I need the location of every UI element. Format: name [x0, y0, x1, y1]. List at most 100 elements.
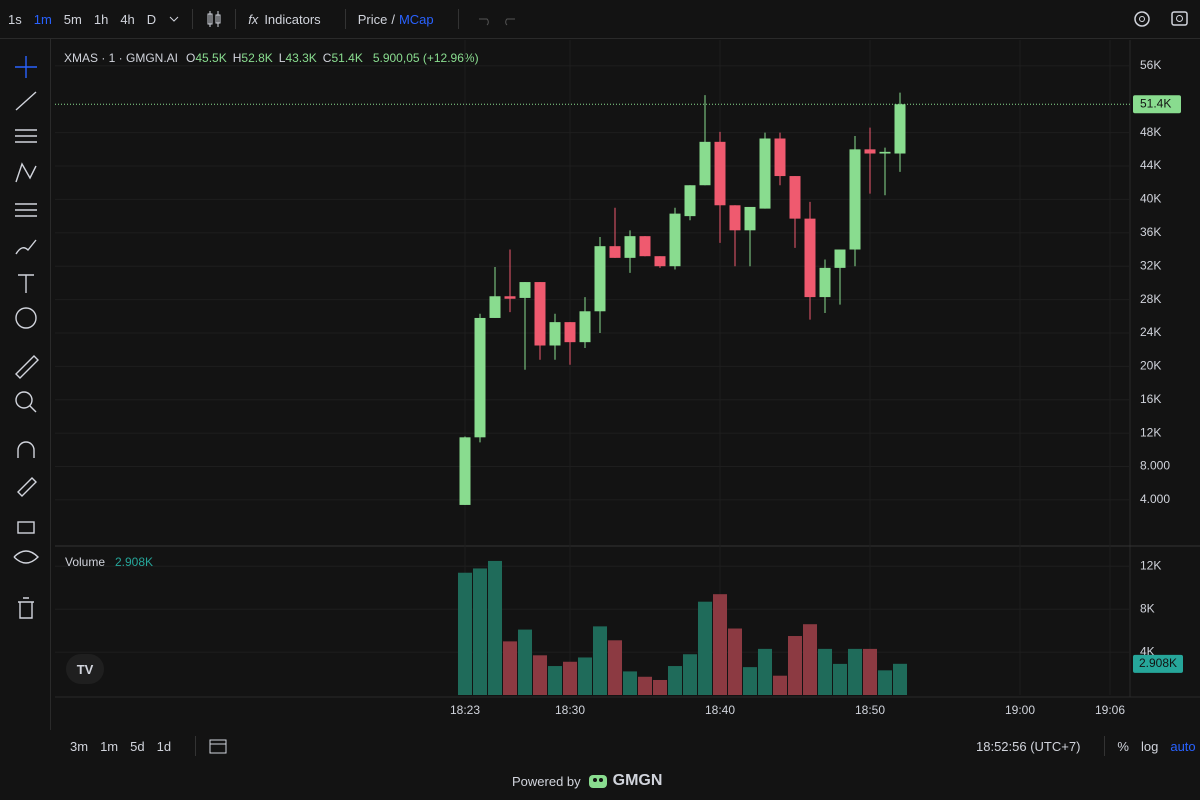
range[interactable]: 3m	[70, 738, 89, 754]
volume-legend-value: 2.908K	[115, 555, 153, 569]
y-tick-label: 48K	[1140, 125, 1161, 139]
candle-body	[564, 322, 576, 343]
volume-bar	[863, 648, 877, 695]
candle-body	[504, 296, 516, 299]
candle-body	[714, 141, 726, 206]
volume-bar	[503, 641, 517, 695]
range[interactable]: 5d	[130, 738, 145, 754]
candle-body	[624, 236, 636, 258]
clock: 18:52:56 (UTC+7)	[976, 738, 1081, 754]
y-tick-label: 44K	[1140, 158, 1161, 172]
last-price-badge	[1133, 95, 1181, 114]
candle-body	[864, 149, 876, 154]
x-tick-label: 18:23	[450, 703, 480, 717]
volume-bar	[743, 667, 757, 695]
auto-toggle[interactable]: auto	[1170, 738, 1196, 754]
y-tick-label: 8K	[1140, 601, 1155, 615]
ohlc-value: 45.5K	[195, 51, 227, 65]
volume-bar	[473, 568, 487, 695]
candle-body	[534, 282, 546, 346]
candle-body	[744, 206, 756, 231]
separator	[457, 9, 459, 29]
y-tick-label: 36K	[1140, 225, 1161, 239]
y-tick-label: 16K	[1140, 392, 1161, 406]
candle-body	[654, 256, 666, 267]
volume-legend-name: Volume	[65, 555, 105, 569]
x-tick-label: 18:50	[855, 703, 885, 717]
candle-body	[669, 213, 681, 267]
volume-bar	[773, 675, 787, 695]
ohlc-key: O	[186, 51, 196, 65]
x-tick-label: 18:30	[555, 703, 585, 717]
volume-bar	[578, 657, 592, 695]
candle-body	[789, 176, 801, 219]
y-tick-label: 8.000	[1140, 459, 1170, 473]
candle-body	[549, 322, 561, 346]
fx-icon: fx	[248, 11, 259, 27]
interval[interactable]: D	[146, 11, 157, 27]
volume-bar	[788, 636, 802, 695]
range[interactable]: 1m	[100, 738, 119, 754]
top-toolbar: 1s 1m 5m 1h 4h D fx Indicators Price / M…	[8, 8, 531, 30]
volume-bar	[713, 594, 727, 695]
tv-logo[interactable]: TV	[66, 654, 104, 684]
interval[interactable]: 4h	[120, 11, 135, 27]
candle-body	[774, 138, 786, 177]
candle-icon[interactable]	[205, 10, 223, 28]
candle-body	[459, 437, 471, 505]
divider	[0, 38, 1200, 39]
volume-bar	[878, 670, 892, 695]
volume-bar	[548, 666, 562, 695]
y-tick-label: 24K	[1140, 325, 1161, 339]
status-bar: 18:52:56 (UTC+7) % log auto	[976, 736, 1196, 756]
separator	[1104, 736, 1106, 756]
candle-body	[609, 246, 621, 258]
legend: XMAS · 1 · GMGN.AI O45.5K H52.8K L43.3K C51…	[64, 51, 491, 65]
dropdown-icon[interactable]	[168, 13, 180, 25]
x-tick-label: 18:40	[705, 703, 735, 717]
indicators-button[interactable]: Indicators	[264, 11, 321, 27]
percent-toggle[interactable]: %	[1117, 738, 1129, 754]
volume-bar	[893, 663, 907, 695]
separator	[344, 9, 346, 29]
candle-body	[699, 141, 711, 186]
candle-body	[474, 317, 486, 438]
candle-body	[849, 149, 861, 250]
volume-bar	[728, 628, 742, 695]
range-bar: 3m 1m 5d 1d	[70, 736, 228, 756]
separator	[192, 9, 194, 29]
date-range-icon[interactable]	[208, 737, 228, 755]
y-tick-label: 28K	[1140, 292, 1161, 306]
y-tick-label: 4.000	[1140, 492, 1170, 506]
y-tick-label: 32K	[1140, 258, 1161, 272]
y-tick-label: 40K	[1140, 192, 1161, 206]
powered-by: Powered by	[512, 773, 581, 789]
price-toggle[interactable]: Price	[357, 11, 388, 27]
range[interactable]: 1d	[156, 738, 172, 754]
ohlc-key: L	[278, 51, 286, 65]
divider	[50, 38, 51, 730]
settings-icons[interactable]	[1130, 8, 1190, 30]
candle-body	[579, 311, 591, 343]
interval[interactable]: 1h	[93, 11, 109, 27]
log-toggle[interactable]: log	[1140, 738, 1159, 754]
ohlc-key: H	[232, 51, 242, 65]
ohlc-key: C	[322, 51, 332, 65]
volume-bar	[833, 663, 847, 695]
left-toolbar[interactable]	[8, 50, 44, 630]
volume-bar	[668, 666, 682, 695]
interval[interactable]: 1m	[33, 11, 52, 27]
volume-bar	[593, 626, 607, 695]
y-tick-label: 20K	[1140, 359, 1161, 373]
ohlc-legend: O45.5K H52.8K L43.3K C51.4K	[186, 51, 369, 65]
volume-bar	[803, 624, 817, 695]
volume-bar	[683, 654, 697, 695]
y-tick-label: 12K	[1140, 558, 1161, 572]
candle-body	[729, 205, 741, 231]
interval[interactable]: 1s	[8, 11, 22, 27]
undo-redo[interactable]	[471, 11, 531, 27]
volume-bar	[533, 655, 547, 695]
interval[interactable]: 5m	[63, 11, 82, 27]
mcap-toggle[interactable]: MCap	[398, 11, 434, 27]
volume-bar	[758, 648, 772, 695]
